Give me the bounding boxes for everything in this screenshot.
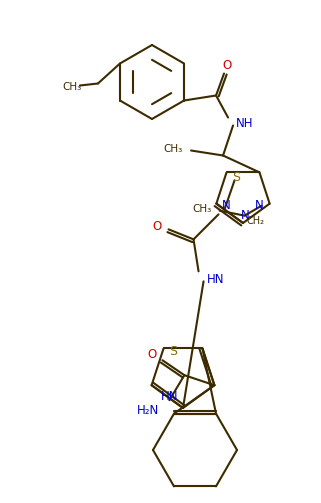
- Text: S: S: [169, 345, 178, 358]
- Text: CH₃: CH₃: [62, 81, 82, 92]
- Text: NH: NH: [236, 117, 254, 130]
- Text: O: O: [147, 348, 156, 361]
- Text: N: N: [222, 199, 231, 212]
- Text: O: O: [222, 59, 232, 72]
- Text: CH₂: CH₂: [246, 216, 264, 226]
- Text: S: S: [232, 171, 240, 184]
- Text: HN: HN: [160, 389, 178, 402]
- Text: HN: HN: [206, 273, 224, 286]
- Text: O: O: [152, 220, 161, 233]
- Text: H₂N: H₂N: [137, 404, 160, 416]
- Text: N: N: [241, 209, 249, 221]
- Text: N: N: [255, 199, 264, 212]
- Text: CH₃: CH₃: [192, 204, 212, 214]
- Text: CH₃: CH₃: [164, 143, 183, 153]
